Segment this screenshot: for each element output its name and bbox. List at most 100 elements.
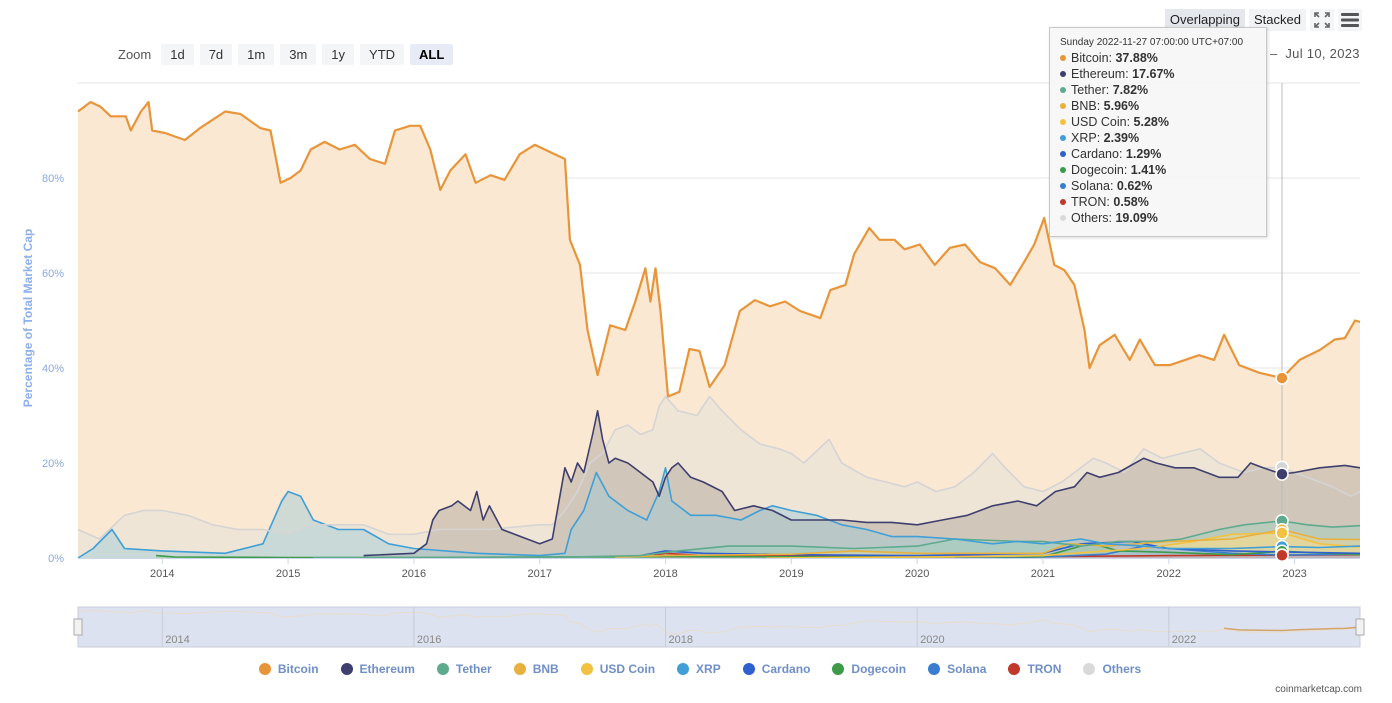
zoom-1d-button[interactable]: 1d (161, 44, 194, 65)
cardano-line[interactable] (640, 540, 1361, 557)
legend-dot-icon (580, 663, 593, 675)
navigator-tick-label: 2014 (165, 634, 189, 646)
zoom-ytd-button[interactable]: YTD (360, 44, 405, 65)
tether-area (313, 520, 1361, 558)
tooltip-series-value: 5.96% (1103, 99, 1140, 113)
tooltip-row-others: Others: 19.09% (1060, 210, 1266, 226)
date-range-to[interactable]: – Jul 10, 2023 (1270, 46, 1360, 61)
legend-item-solana[interactable]: Solana (928, 662, 986, 676)
legend-label: BNB (532, 662, 559, 676)
series-dot-icon (1060, 215, 1066, 221)
legend-item-tether[interactable]: Tether (436, 662, 492, 676)
y-tick-label: 80% (42, 173, 64, 185)
tooltip-header: Sunday 2022-11-27 07:00:00 UTC+07:00 (1060, 37, 1244, 48)
legend-item-bitcoin[interactable]: Bitcoin (258, 662, 319, 676)
tooltip-series-value: 2.39% (1103, 131, 1140, 145)
legend-item-ethereum[interactable]: Ethereum (340, 662, 415, 676)
tooltip-row-cardano: Cardano: 1.29% (1060, 146, 1266, 162)
legend-item-cardano[interactable]: Cardano (742, 662, 811, 676)
tooltip-row-bnb: BNB: 5.96% (1060, 98, 1266, 114)
x-tick-label: 2014 (150, 568, 174, 580)
fullscreen-icon[interactable] (1310, 9, 1334, 31)
tooltip-series-value: 0.62% (1116, 179, 1153, 193)
credit: coinmarketcap.com (1275, 684, 1362, 695)
hamburger-menu-icon[interactable] (1338, 9, 1362, 31)
navigator-left-handle[interactable] (73, 618, 83, 636)
x-tick-label: 2015 (276, 568, 300, 580)
x-tick-label: 2018 (653, 568, 677, 580)
legend-label: USD Coin (599, 662, 656, 676)
bitcoin-line[interactable] (77, 100, 1361, 398)
navigator-tick-label: 2020 (920, 634, 944, 646)
tether-line[interactable] (313, 520, 1361, 559)
x-tick-label: 2020 (905, 568, 929, 580)
zoom-1m-button[interactable]: 1m (238, 44, 275, 65)
tooltip-series-value: 5.28% (1133, 115, 1169, 129)
legend-item-dogecoin[interactable]: Dogecoin (832, 662, 906, 676)
navigator-tick-label: 2016 (417, 634, 441, 646)
series-dot-icon (1060, 87, 1066, 93)
y-tick-label: 0% (48, 553, 64, 565)
x-tick-label: 2021 (1031, 568, 1055, 580)
navigator-tick-label: 2022 (1172, 634, 1196, 646)
tooltip-series-name: Tether (1071, 83, 1106, 97)
legend-item-bnb[interactable]: BNB (513, 662, 559, 676)
y-tick-label: 20% (42, 458, 64, 470)
zoom-bar: Zoom 1d 7d 1m 3m 1y YTD ALL (118, 44, 454, 65)
tooltip-row-xrp: XRP: 2.39% (1060, 130, 1266, 146)
xrp-line[interactable] (77, 467, 1361, 559)
navigator-tick-label: 2018 (669, 634, 693, 646)
legend-label: Cardano (761, 662, 811, 676)
tooltip-series-name: Solana (1071, 179, 1110, 193)
tooltip-row-ethereum: Ethereum: 17.67% (1060, 66, 1266, 82)
navigator-highlight-series (1224, 626, 1361, 632)
navigator[interactable]: 2014 2016 2018 2020 2022 (73, 606, 1365, 648)
series-lines (77, 100, 1361, 559)
date-range-dash: – (1270, 46, 1286, 61)
legend-dot-icon (258, 663, 271, 675)
series-dot-icon (1060, 55, 1066, 61)
zoom-label: Zoom (118, 47, 152, 62)
zoom-3m-button[interactable]: 3m (280, 44, 317, 65)
ethereum-line[interactable] (363, 410, 1361, 557)
legend-item-usd-coin[interactable]: USD Coin (580, 662, 656, 676)
navigator-mask[interactable] (77, 606, 1361, 648)
stacked-button[interactable]: Stacked (1249, 9, 1306, 31)
y-axis-title: Percentage of Total Market Cap (21, 228, 35, 408)
tooltip-series-value: 1.41% (1130, 163, 1167, 177)
date-range-to-value: Jul 10, 2023 (1285, 46, 1360, 61)
legend-label: Tether (455, 662, 492, 676)
y-tick-label: 40% (42, 363, 64, 375)
ethereum-hover-marker (1275, 467, 1289, 481)
tooltip-series-name: Cardano (1071, 147, 1119, 161)
legend-item-xrp[interactable]: XRP (677, 662, 721, 676)
legend-label: Solana (947, 662, 987, 676)
zoom-all-button[interactable]: ALL (410, 44, 454, 65)
dogecoin-line[interactable] (155, 543, 1361, 559)
bitcoin-area (78, 102, 1360, 558)
legend-item-others[interactable]: Others (1083, 662, 1141, 676)
others-line[interactable] (77, 395, 1361, 540)
tooltip: Sunday 2022-11-27 07:00:00 UTC+07:00 Bit… (1049, 27, 1267, 237)
tooltip-series-value: 7.82% (1112, 83, 1149, 97)
navigator-right-handle[interactable] (1355, 618, 1365, 636)
tooltip-series-name: Others (1071, 211, 1109, 225)
tooltip-series-value: 1.29% (1125, 147, 1162, 161)
series-dot-icon (1060, 167, 1066, 173)
tooltip-series-value: 0.58% (1113, 195, 1149, 209)
legend-item-tron[interactable]: TRON (1008, 662, 1061, 676)
legend-label: XRP (696, 662, 721, 676)
x-tick-label: 2019 (779, 568, 803, 580)
tooltip-series-value: 19.09% (1115, 211, 1158, 225)
series-dot-icon (1060, 135, 1066, 141)
series-dot-icon (1060, 103, 1066, 109)
y-tick-label: 60% (42, 268, 64, 280)
usd-coin-line[interactable] (766, 532, 1361, 559)
tooltip-series-name: TRON (1071, 195, 1107, 209)
tooltip-row-tether: Tether: 7.82% (1060, 82, 1266, 98)
zoom-1y-button[interactable]: 1y (322, 44, 355, 65)
tooltip-row-bitcoin: Bitcoin: 37.88% (1060, 50, 1266, 66)
series-dot-icon (1060, 71, 1066, 77)
zoom-7d-button[interactable]: 7d (199, 44, 233, 65)
overlapping-button[interactable]: Overlapping (1164, 9, 1246, 31)
